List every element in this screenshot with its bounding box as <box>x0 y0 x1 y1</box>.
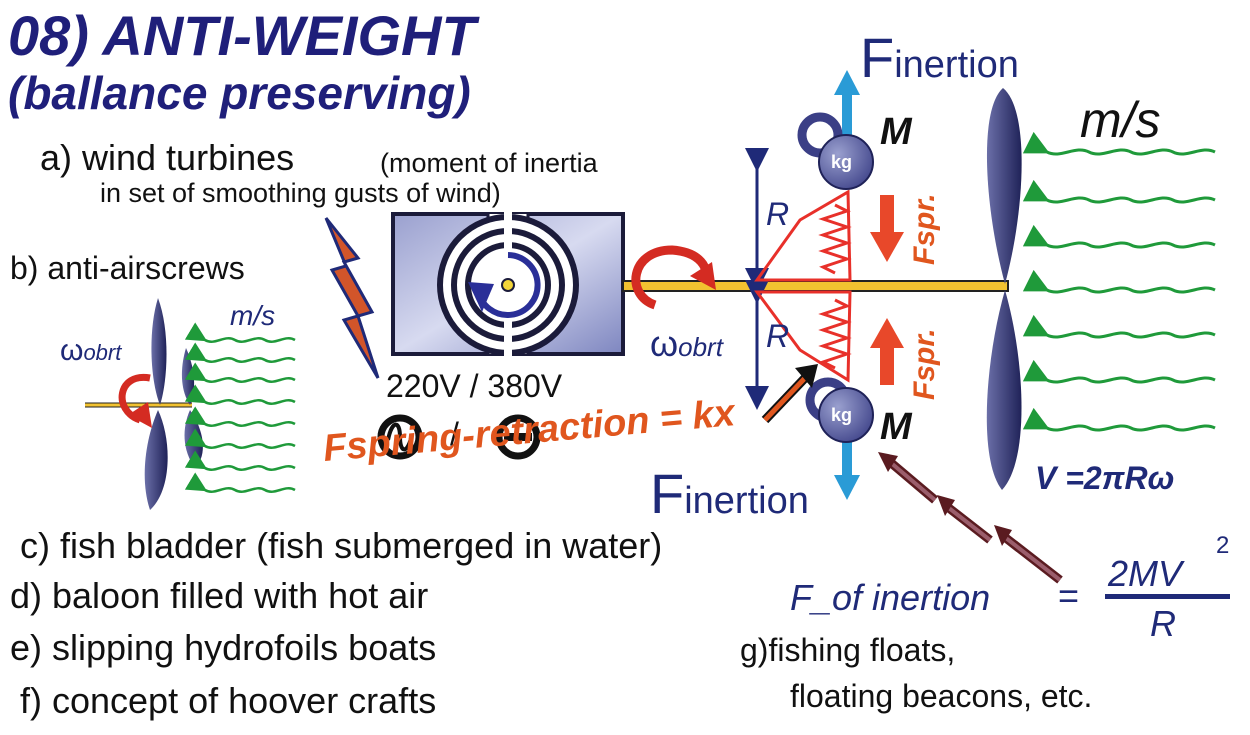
springs <box>754 189 852 383</box>
formula-denominator: R <box>1150 603 1176 644</box>
lightning-icon <box>324 217 380 379</box>
kg-weight-bottom <box>805 377 874 443</box>
item-g-label-2: floating beacons, etc. <box>790 678 1093 714</box>
item-f-label: f) concept of hoover crafts <box>20 680 437 721</box>
f-inertion-bottom-F: F <box>650 462 685 525</box>
omega-label-large: ωobrt <box>650 326 723 362</box>
f-inertion-label-bottom: Finertion <box>650 466 809 522</box>
velocity-formula: V =2πRω <box>1035 460 1175 496</box>
large-wind-arrows <box>1022 131 1216 432</box>
omega-symbol: ω <box>60 334 84 367</box>
f-inertion-bottom-sub: inertion <box>684 480 809 522</box>
kg-label-bottom: kg <box>831 405 853 425</box>
item-e-label: e) slipping hydrofoils boats <box>10 627 437 668</box>
formula-exponent: 2 <box>1216 532 1230 559</box>
small-airscrew <box>85 298 203 510</box>
ac-symbol <box>377 414 423 460</box>
spring-force-arrows <box>870 195 904 385</box>
f-inertion-top-sub: inertion <box>894 44 1019 86</box>
radius-label-top: R <box>766 196 790 232</box>
formula-arrows <box>878 452 1063 584</box>
small-wind-arrows <box>184 322 296 493</box>
mass-label-bottom: M <box>880 406 912 448</box>
item-a-label: a) wind turbines <box>40 137 295 178</box>
item-a-note-1: (moment of inertia <box>380 148 598 178</box>
mass-label-top: M <box>880 111 912 153</box>
omega-symbol-large: ω <box>650 323 679 364</box>
kg-label-top: kg <box>831 152 853 172</box>
formula-lhs: F_of inertion <box>790 577 991 618</box>
f-spring-top: Fspr. <box>908 193 941 265</box>
item-c-label: c) fish bladder (fish submerged in water… <box>20 525 663 566</box>
rotation-arrow <box>631 245 716 310</box>
retraction-arrow <box>761 364 818 424</box>
fraction-bar <box>1105 594 1230 599</box>
ac-dc-separator: / <box>450 416 459 452</box>
dc-symbol <box>495 414 541 460</box>
f-spring-bottom: Fspr. <box>908 328 941 400</box>
radius-label-bottom: R <box>766 318 790 354</box>
large-propeller <box>986 88 1022 490</box>
formula-numerator: 2MV <box>1108 553 1183 594</box>
item-g-label-1: g)fishing floats, <box>740 632 956 668</box>
omega-subscript-large: obrt <box>678 332 723 362</box>
f-inertion-top-F: F <box>860 26 895 89</box>
inertion-force-arrows <box>834 70 860 500</box>
item-b-label: b) anti-airscrews <box>10 250 245 286</box>
main-shaft <box>622 280 1009 292</box>
f-inertion-label-top: Finertion <box>860 30 1019 86</box>
omega-subscript: obrt <box>83 340 122 365</box>
item-d-label: d) baloon filled with hot air <box>10 575 429 616</box>
kg-weight-top <box>797 112 874 190</box>
item-a-note-2: in set of smoothing gusts of wind) <box>100 178 501 208</box>
title-line-1: 08) ANTI-WEIGHT <box>8 4 476 67</box>
title-line-2: (ballance preserving) <box>8 67 471 119</box>
speed-label-small: m/s <box>230 300 276 331</box>
voltage-label: 220V / 380V <box>386 368 563 404</box>
omega-label-small: ωobrt <box>60 336 121 366</box>
speed-label-large: m/s <box>1080 92 1161 148</box>
formula-equals: = <box>1058 575 1080 616</box>
generator <box>391 210 625 360</box>
